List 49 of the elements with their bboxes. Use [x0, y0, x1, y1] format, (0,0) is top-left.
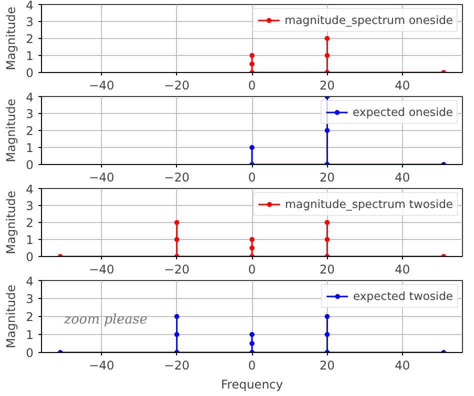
y-tick-label: 1 — [26, 49, 34, 63]
y-tick-label: 4 — [26, 0, 34, 12]
x-tick-label: 20 — [320, 358, 335, 372]
x-tick-label: −40 — [88, 262, 114, 276]
y-axis-title: Magnitude — [4, 190, 18, 254]
x-tick-label: −20 — [164, 358, 190, 372]
x-tick-label: 0 — [248, 78, 256, 92]
x-axis-title: Frequency — [221, 378, 284, 392]
x-tick-label: 40 — [394, 358, 410, 372]
x-tick-label: 0 — [248, 358, 256, 372]
y-tick-label: 1 — [26, 141, 34, 155]
y-tick-label: 0 — [26, 346, 34, 360]
x-tick-label: 20 — [320, 262, 335, 276]
y-tick-label: 3 — [26, 199, 34, 213]
y-tick-label: 4 — [26, 182, 34, 196]
x-tick-label: −40 — [88, 170, 114, 184]
y-tick-label: 1 — [26, 233, 34, 247]
legend-label: magnitude_spectrum twoside — [285, 197, 453, 211]
x-tick-label: −40 — [88, 78, 114, 92]
y-tick-label: 2 — [26, 216, 34, 230]
legend-label: magnitude_spectrum oneside — [284, 13, 453, 27]
y-tick-label: 0 — [26, 158, 34, 172]
x-tick-label: −20 — [164, 78, 190, 92]
y-axis-title: Magnitude — [4, 6, 18, 70]
y-tick-label: 0 — [26, 250, 34, 264]
x-tick-label: −20 — [164, 262, 190, 276]
x-tick-label: 0 — [248, 170, 256, 184]
y-axis-title: Magnitude — [4, 98, 18, 162]
y-axis-title: Magnitude — [4, 284, 18, 348]
y-tick-label: 2 — [26, 32, 34, 46]
x-tick-label: 0 — [248, 262, 256, 276]
x-tick-label: 20 — [320, 78, 335, 92]
x-tick-label: −20 — [164, 170, 190, 184]
y-tick-label: 0 — [26, 66, 34, 80]
legend-label: expected twoside — [353, 289, 453, 303]
annotation: zoom please — [63, 312, 148, 328]
x-tick-label: 40 — [394, 78, 410, 92]
y-tick-label: 2 — [26, 124, 34, 138]
y-tick-label: 4 — [26, 274, 34, 288]
y-tick-label: 1 — [26, 328, 34, 342]
x-tick-label: 40 — [394, 262, 410, 276]
x-tick-label: 20 — [320, 170, 335, 184]
x-tick-label: 40 — [394, 170, 410, 184]
x-tick-label: −40 — [88, 358, 114, 372]
y-tick-label: 3 — [26, 107, 34, 121]
y-tick-label: 4 — [26, 90, 34, 104]
y-tick-label: 3 — [26, 292, 34, 306]
y-tick-label: 3 — [26, 15, 34, 29]
y-tick-label: 2 — [26, 310, 34, 324]
